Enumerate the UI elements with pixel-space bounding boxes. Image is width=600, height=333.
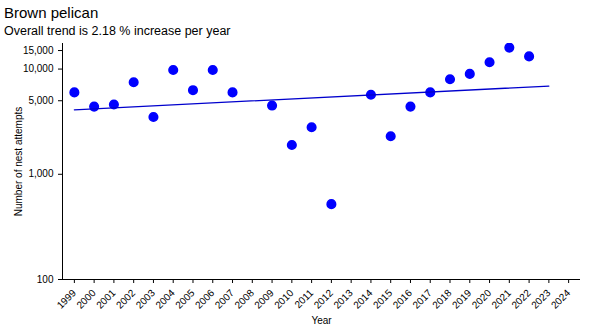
svg-text:15,000: 15,000 — [23, 45, 54, 56]
svg-text:2021: 2021 — [489, 287, 513, 311]
svg-text:2024: 2024 — [549, 287, 573, 311]
svg-text:2010: 2010 — [272, 287, 296, 311]
svg-text:2013: 2013 — [331, 287, 355, 311]
svg-text:1,000: 1,000 — [28, 168, 53, 179]
svg-text:5,000: 5,000 — [28, 95, 53, 106]
svg-text:2023: 2023 — [529, 287, 553, 311]
svg-text:2012: 2012 — [312, 287, 336, 311]
svg-text:10,000: 10,000 — [23, 63, 54, 74]
svg-text:2002: 2002 — [114, 287, 138, 311]
svg-text:2017: 2017 — [410, 287, 434, 311]
svg-text:100: 100 — [37, 274, 54, 285]
svg-text:2014: 2014 — [351, 287, 375, 311]
svg-text:2008: 2008 — [232, 287, 256, 311]
svg-text:2005: 2005 — [173, 287, 197, 311]
svg-text:Year: Year — [311, 315, 332, 326]
svg-text:2009: 2009 — [252, 287, 276, 311]
svg-text:2019: 2019 — [450, 287, 474, 311]
svg-text:2000: 2000 — [74, 287, 98, 311]
svg-text:2006: 2006 — [193, 287, 217, 311]
svg-text:1999: 1999 — [55, 287, 79, 311]
html-text:Overall trend is 2.18 % increa: Overall trend is 2.18 % increase per yea… — [4, 24, 231, 38]
svg-text:2018: 2018 — [430, 287, 454, 311]
svg-text:2001: 2001 — [94, 287, 118, 311]
svg-text:2003: 2003 — [134, 287, 158, 311]
svg-text:2020: 2020 — [470, 287, 494, 311]
svg-text:2016: 2016 — [391, 287, 415, 311]
svg-text:2015: 2015 — [371, 287, 395, 311]
svg-text:2004: 2004 — [153, 287, 177, 311]
svg-text:2022: 2022 — [509, 287, 533, 311]
svg-text:2007: 2007 — [213, 287, 237, 311]
svg-text:2011: 2011 — [292, 287, 315, 310]
svg-text:Number of nest attempts: Number of nest attempts — [13, 107, 24, 217]
html-text:Brown pelican: Brown pelican — [4, 4, 99, 21]
